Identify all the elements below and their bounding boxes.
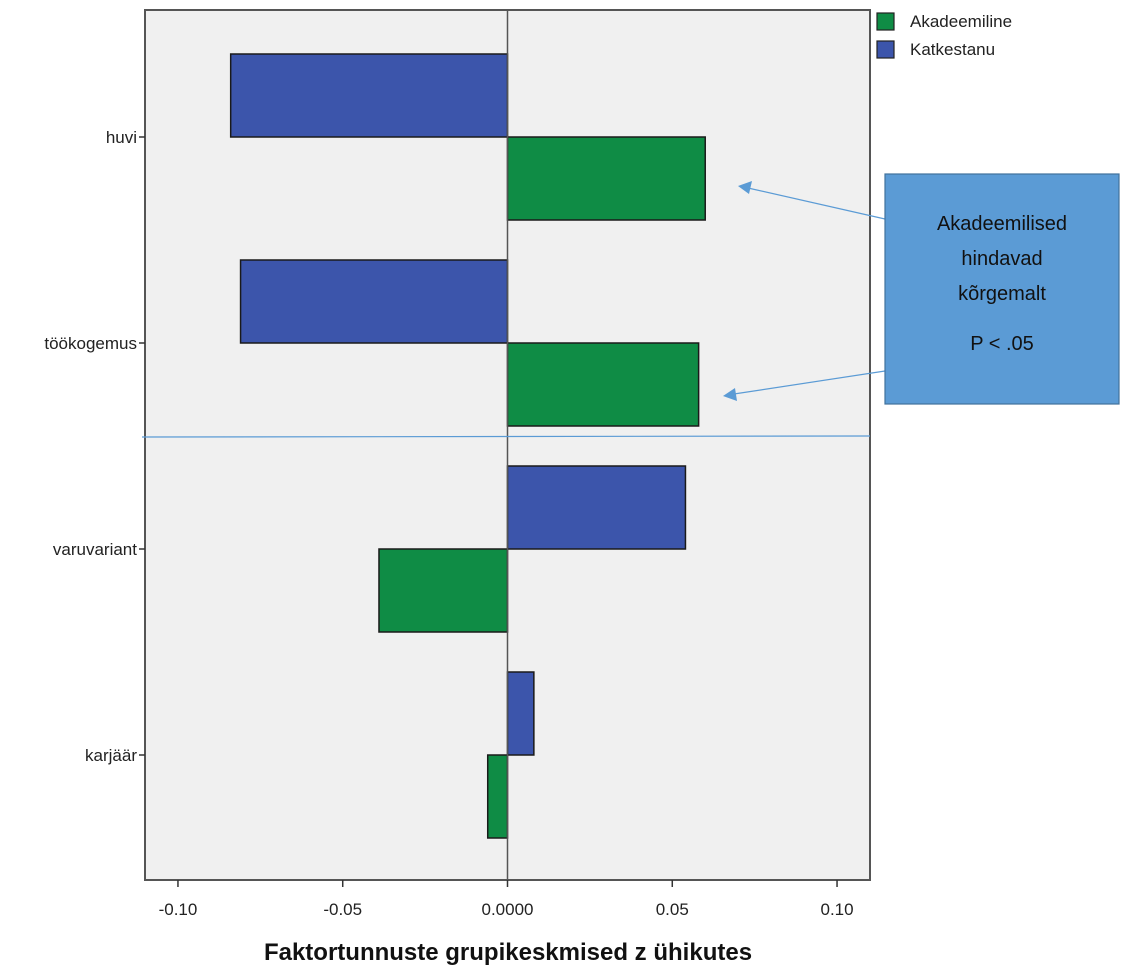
callout-note: P < .05	[970, 333, 1034, 355]
bar-karjaar-akadeemiline	[486, 754, 509, 839]
x-tick-label-0.10: 0.10	[820, 900, 853, 919]
callout-arrowhead-tookogemus	[723, 388, 737, 401]
x-tick-label-0.05: 0.05	[656, 900, 689, 919]
legend-swatch-katkestanu	[876, 40, 895, 59]
callout-box	[884, 173, 1120, 405]
callout-line-1: Akadeemilised	[937, 213, 1067, 235]
legend-label-akadeemiline: Akadeemiline	[910, 12, 1012, 31]
bar-tookogemus-akadeemiline	[506, 342, 700, 427]
callout-arrow-tookogemus	[733, 370, 886, 395]
x-axis: -0.10 -0.05 0.0000 0.05 0.10	[159, 880, 854, 919]
separator-line	[141, 435, 871, 438]
y-axis: huvi töökogemus varuvariant karjäär	[44, 128, 145, 765]
y-tick-label-tookogemus: töökogemus	[44, 334, 137, 353]
legend-label-katkestanu: Katkestanu	[910, 40, 995, 59]
x-tick-label-0.0000: 0.0000	[482, 900, 534, 919]
bar-varuvariant-katkestanu	[506, 465, 687, 550]
x-axis-title: Faktortunnuste grupikeskmised z ühikutes	[264, 939, 752, 966]
legend-swatch-akadeemiline	[876, 12, 895, 31]
callout-arrowhead-huvi	[738, 181, 752, 194]
bar-tookogemus-katkestanu	[239, 259, 509, 344]
x-tick-label--0.05: -0.05	[323, 900, 362, 919]
callout-line-2: hindavad	[961, 248, 1042, 270]
bar-varuvariant-akadeemiline	[378, 548, 509, 633]
bar-huvi-katkestanu	[229, 53, 509, 138]
annotation-callout: Akadeemilised hindavad kõrgemalt P < .05	[723, 173, 1120, 405]
bar-karjaar-katkestanu	[506, 671, 535, 756]
y-tick-label-varuvariant: varuvariant	[53, 540, 137, 559]
bar-huvi-akadeemiline	[506, 136, 706, 221]
x-tick-label--0.10: -0.10	[159, 900, 198, 919]
callout-arrow-huvi	[747, 187, 886, 220]
callout-line-3: kõrgemalt	[958, 283, 1046, 305]
y-tick-label-huvi: huvi	[106, 128, 137, 147]
y-tick-label-karjaar: karjäär	[85, 746, 137, 765]
legend: Akadeemiline Katkestanu	[876, 12, 1012, 59]
bars-layer	[229, 53, 706, 839]
